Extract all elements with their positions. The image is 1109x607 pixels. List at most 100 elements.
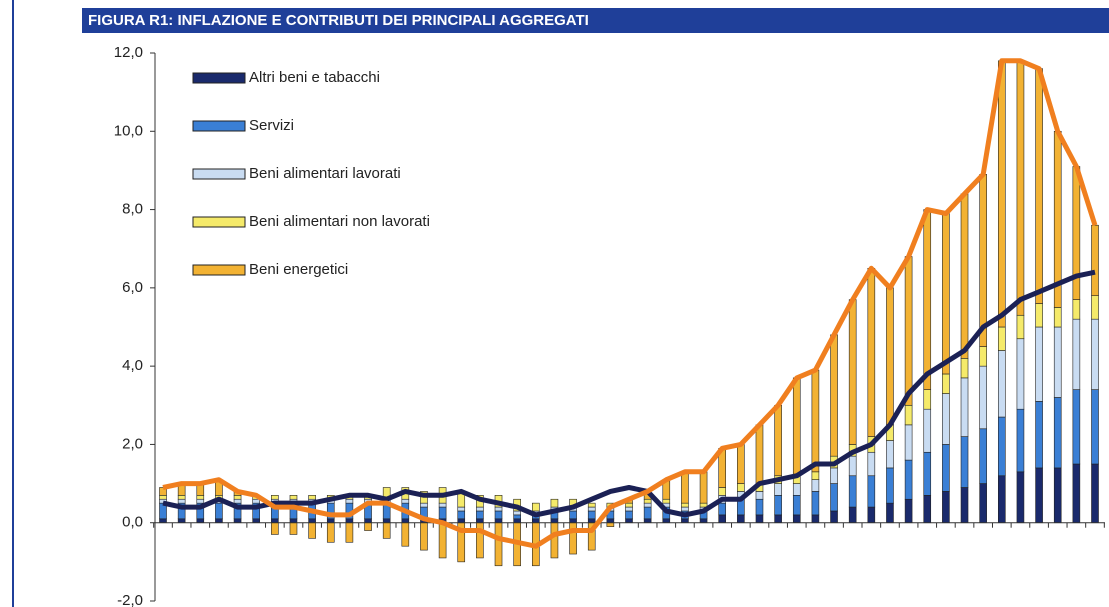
bar-segment	[401, 518, 410, 524]
bar-segment	[643, 498, 652, 504]
bar-segment	[718, 502, 727, 516]
bar-segment	[1091, 463, 1099, 524]
bar-segment	[979, 174, 987, 347]
bar-segment	[997, 475, 1006, 524]
bar-segment	[587, 518, 596, 524]
bar-segment	[886, 440, 894, 469]
bar-segment	[438, 522, 447, 559]
bar-segment	[550, 522, 559, 559]
bar-segment	[606, 522, 615, 527]
bar-segment	[867, 451, 876, 477]
bar-segment	[1035, 467, 1043, 524]
bar-segment	[196, 518, 205, 524]
legend-swatch	[192, 264, 246, 276]
bar-segment	[960, 377, 969, 437]
legend-swatch	[192, 120, 246, 132]
bar-segment	[625, 510, 633, 520]
chart-title: FIGURA R1: INFLAZIONE E CONTRIBUTI DEI P…	[88, 12, 589, 29]
bar-segment	[662, 518, 671, 524]
bar-segment	[252, 518, 260, 524]
y-tick-label: 12,0	[114, 44, 143, 61]
bar-segment	[364, 522, 372, 531]
bar-segment	[792, 377, 801, 477]
bar-segment	[904, 459, 913, 500]
bar-segment	[271, 518, 279, 524]
bar-segment	[569, 510, 577, 520]
y-tick-label: 6,0	[122, 279, 143, 296]
bar-segment	[830, 334, 838, 457]
bar-segment	[159, 518, 167, 524]
bar-segment	[289, 518, 298, 524]
bar-segment	[1053, 307, 1062, 328]
bar-segment	[699, 502, 708, 508]
bar-segment	[942, 393, 950, 445]
bar-segment	[1053, 397, 1062, 469]
bar-segment	[755, 491, 764, 500]
bar-segment	[289, 495, 298, 500]
bar-segment	[476, 510, 484, 520]
bar-segment	[830, 483, 838, 512]
y-tick-label: -2,0	[117, 592, 143, 607]
bar-segment	[923, 451, 932, 496]
y-tick-label: 4,0	[122, 357, 143, 374]
bar-segment	[345, 498, 354, 504]
legend-label: Beni alimentari non lavorati	[249, 213, 430, 230]
bar-segment	[401, 522, 410, 547]
bar-segment	[308, 522, 316, 539]
bar-segment	[494, 506, 503, 512]
bar-segment	[737, 483, 745, 492]
bar-segment	[904, 256, 913, 406]
bar-segment	[513, 518, 521, 524]
bar-segment	[382, 522, 391, 539]
bar-segment	[867, 267, 876, 437]
bar-segment	[476, 506, 484, 512]
bar-segment	[960, 193, 969, 359]
bar-segment	[215, 518, 223, 524]
bar-segment	[792, 495, 801, 516]
legend-label: Beni energetici	[249, 261, 348, 278]
bar-segment	[681, 506, 689, 512]
bar-segment	[737, 514, 745, 524]
bar-segment	[494, 510, 503, 520]
bar-segment	[457, 518, 466, 524]
bar-segment	[681, 502, 689, 508]
bar-segment	[569, 518, 577, 524]
bar-segment	[308, 518, 316, 524]
bar-segment	[1053, 326, 1062, 398]
left-rule	[12, 0, 14, 607]
bar-segment	[196, 495, 205, 500]
bar-segment	[755, 424, 764, 484]
bar-segment	[513, 510, 521, 516]
bar-segment	[401, 498, 410, 504]
bar-segment	[923, 495, 932, 524]
bar-segment	[886, 502, 894, 524]
legend-swatch	[192, 72, 246, 84]
bar-segment	[1072, 389, 1081, 465]
bar-segment	[1016, 314, 1025, 340]
bar-segment	[886, 287, 894, 426]
bar-segment	[159, 495, 167, 500]
bar-segment	[942, 491, 950, 524]
bar-segment	[699, 518, 708, 524]
bar-segment	[271, 522, 279, 535]
bar-segment	[531, 518, 540, 524]
bar-segment	[942, 444, 950, 492]
bar-segment	[531, 502, 540, 512]
bar-segment	[1016, 408, 1025, 473]
bar-segment	[252, 498, 260, 504]
legend-label: Altri beni e tabacchi	[249, 69, 380, 86]
bar-segment	[979, 365, 987, 430]
bar-segment	[997, 350, 1006, 418]
bar-segment	[289, 522, 298, 535]
bar-segment	[867, 506, 876, 524]
bar-segment	[1016, 338, 1025, 410]
bar-segment	[811, 479, 820, 492]
bar-segment	[979, 428, 987, 484]
bar-segment	[830, 510, 838, 524]
bar-segment	[587, 506, 596, 512]
bar-segment	[979, 483, 987, 524]
bar-segment	[979, 346, 987, 367]
bar-segment	[904, 404, 913, 426]
bar-segment	[960, 487, 969, 524]
